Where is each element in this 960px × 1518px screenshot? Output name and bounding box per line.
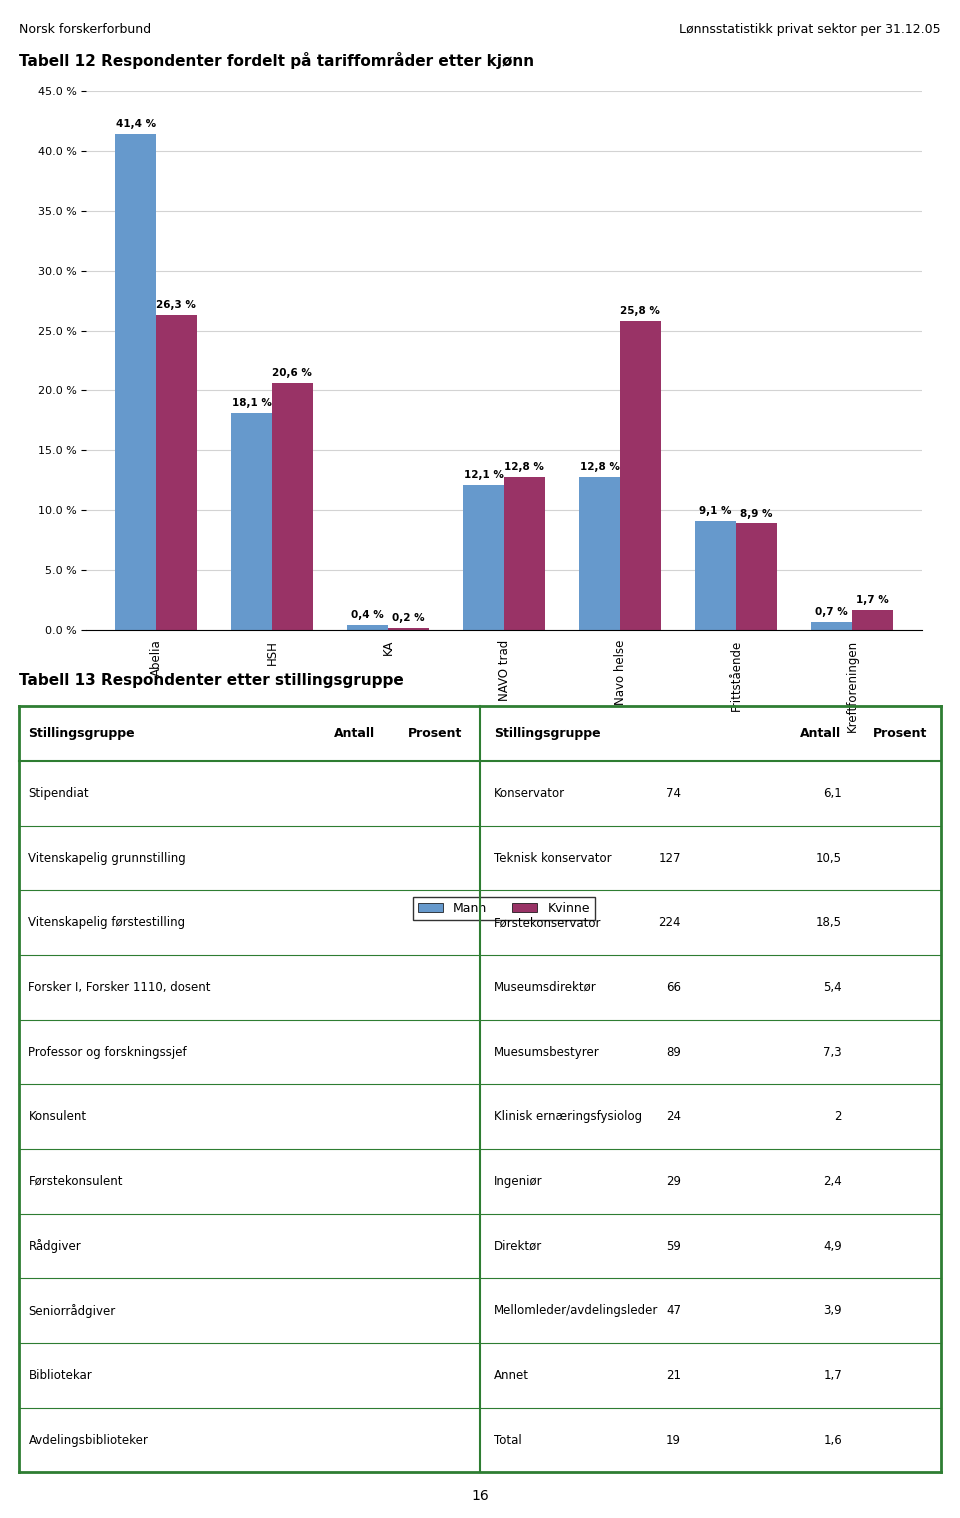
Text: Tabell 13 Respondenter etter stillingsgruppe: Tabell 13 Respondenter etter stillingsgr… bbox=[19, 672, 404, 688]
Legend: Mann, Kvinne: Mann, Kvinne bbox=[413, 897, 595, 920]
Text: Ingeniør: Ingeniør bbox=[493, 1175, 542, 1189]
Text: 26,3 %: 26,3 % bbox=[156, 301, 196, 310]
Bar bbox=[580, 477, 620, 630]
Text: 2,4: 2,4 bbox=[824, 1175, 842, 1189]
Text: Total: Total bbox=[493, 1433, 521, 1447]
Text: Stipendiat: Stipendiat bbox=[29, 786, 89, 800]
Bar bbox=[695, 521, 736, 630]
Text: Stillingsgruppe: Stillingsgruppe bbox=[29, 727, 135, 739]
Text: Bibliotekar: Bibliotekar bbox=[29, 1369, 92, 1381]
Text: Muesumsbestyrer: Muesumsbestyrer bbox=[493, 1046, 599, 1058]
Text: 0,4 %: 0,4 % bbox=[351, 610, 384, 621]
Bar bbox=[504, 477, 544, 630]
Bar bbox=[852, 610, 893, 630]
Bar bbox=[156, 316, 197, 630]
Text: 3,9: 3,9 bbox=[824, 1304, 842, 1318]
Text: 2: 2 bbox=[834, 1110, 842, 1123]
Bar bbox=[811, 621, 852, 630]
Text: Prosent: Prosent bbox=[874, 727, 927, 739]
Bar bbox=[736, 524, 777, 630]
Text: Norsk forskerforbund: Norsk forskerforbund bbox=[19, 23, 152, 36]
Bar bbox=[620, 320, 660, 630]
Text: 59: 59 bbox=[666, 1240, 681, 1252]
Text: Forsker I, Forsker 1110, dosent: Forsker I, Forsker 1110, dosent bbox=[29, 981, 211, 994]
Bar bbox=[272, 383, 313, 630]
Text: Stillingsgruppe: Stillingsgruppe bbox=[493, 727, 600, 739]
Text: Annet: Annet bbox=[493, 1369, 529, 1381]
Text: 74: 74 bbox=[666, 786, 681, 800]
Text: 1,6: 1,6 bbox=[824, 1433, 842, 1447]
Text: 24: 24 bbox=[666, 1110, 681, 1123]
Text: 6,1: 6,1 bbox=[824, 786, 842, 800]
Text: 18,1 %: 18,1 % bbox=[231, 398, 272, 408]
Text: Vitenskapelig førstestilling: Vitenskapelig førstestilling bbox=[29, 917, 185, 929]
Text: Mellomleder/avdelingsleder: Mellomleder/avdelingsleder bbox=[493, 1304, 658, 1318]
Text: 9,1 %: 9,1 % bbox=[700, 505, 732, 516]
Text: 16: 16 bbox=[471, 1489, 489, 1503]
Text: Lønnsstatistikk privat sektor per 31.12.05: Lønnsstatistikk privat sektor per 31.12.… bbox=[679, 23, 941, 36]
Text: 1,7 %: 1,7 % bbox=[856, 595, 889, 604]
Text: 0,7 %: 0,7 % bbox=[815, 607, 848, 616]
Text: 12,8 %: 12,8 % bbox=[504, 461, 544, 472]
Bar bbox=[348, 625, 388, 630]
Text: Tabell 12 Respondenter fordelt på tariffområder etter kjønn: Tabell 12 Respondenter fordelt på tariff… bbox=[19, 52, 535, 70]
Bar bbox=[388, 627, 428, 630]
Text: Konservator: Konservator bbox=[493, 786, 564, 800]
Text: Klinisk ernæringsfysiolog: Klinisk ernæringsfysiolog bbox=[493, 1110, 642, 1123]
Text: 66: 66 bbox=[666, 981, 681, 994]
Text: 8,9 %: 8,9 % bbox=[740, 509, 773, 519]
Text: 224: 224 bbox=[659, 917, 681, 929]
Text: Teknisk konservator: Teknisk konservator bbox=[493, 852, 612, 865]
Text: 47: 47 bbox=[666, 1304, 681, 1318]
Text: 7,3: 7,3 bbox=[824, 1046, 842, 1058]
Text: Prosent: Prosent bbox=[408, 727, 463, 739]
Text: Førstekonsulent: Førstekonsulent bbox=[29, 1175, 123, 1189]
Text: Antall: Antall bbox=[800, 727, 841, 739]
Text: Antall: Antall bbox=[334, 727, 375, 739]
Text: 12,8 %: 12,8 % bbox=[580, 461, 619, 472]
Text: 10,5: 10,5 bbox=[816, 852, 842, 865]
Text: Seniorrådgiver: Seniorrådgiver bbox=[29, 1304, 115, 1318]
Text: 19: 19 bbox=[666, 1433, 681, 1447]
Text: Rådgiver: Rådgiver bbox=[29, 1239, 82, 1252]
Text: 5,4: 5,4 bbox=[824, 981, 842, 994]
Text: 18,5: 18,5 bbox=[816, 917, 842, 929]
Text: Vitenskapelig grunnstilling: Vitenskapelig grunnstilling bbox=[29, 852, 186, 865]
Text: 20,6 %: 20,6 % bbox=[273, 369, 312, 378]
Text: Førstekonservator: Førstekonservator bbox=[493, 917, 601, 929]
Text: 0,2 %: 0,2 % bbox=[392, 613, 424, 622]
Text: 89: 89 bbox=[666, 1046, 681, 1058]
Text: 29: 29 bbox=[666, 1175, 681, 1189]
Text: 1,7: 1,7 bbox=[824, 1369, 842, 1381]
Text: Professor og forskningssjef: Professor og forskningssjef bbox=[29, 1046, 187, 1058]
Text: Konsulent: Konsulent bbox=[29, 1110, 86, 1123]
Text: 127: 127 bbox=[659, 852, 681, 865]
Text: 4,9: 4,9 bbox=[824, 1240, 842, 1252]
Text: 41,4 %: 41,4 % bbox=[115, 120, 156, 129]
Text: 12,1 %: 12,1 % bbox=[464, 471, 504, 480]
Text: Direktør: Direktør bbox=[493, 1240, 542, 1252]
Bar bbox=[231, 413, 272, 630]
Text: 25,8 %: 25,8 % bbox=[620, 307, 660, 316]
Text: Avdelingsbiblioteker: Avdelingsbiblioteker bbox=[29, 1433, 148, 1447]
Bar bbox=[115, 134, 156, 630]
Text: 21: 21 bbox=[666, 1369, 681, 1381]
Bar bbox=[464, 486, 504, 630]
Text: Museumsdirektør: Museumsdirektør bbox=[493, 981, 596, 994]
